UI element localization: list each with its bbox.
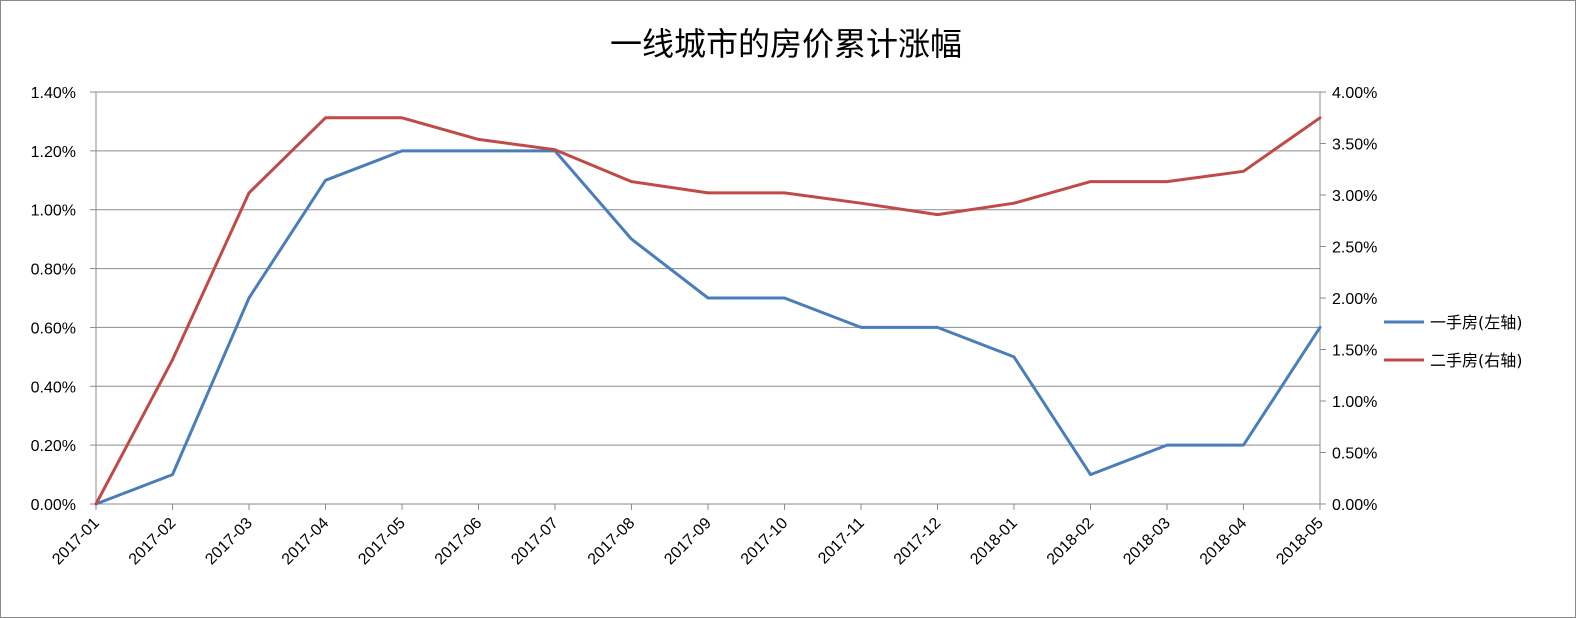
- left-tick-label: 0.40%: [31, 379, 76, 396]
- x-tick-label: 2018-05: [1273, 515, 1327, 569]
- x-axis-ticks: 2017-01 2017-02 2017-03 2017-04 2017-05 2017-…: [49, 515, 1327, 569]
- right-tick-label: 1.50%: [1332, 343, 1377, 360]
- x-tick-label: 2017-08: [585, 515, 639, 569]
- series-line-secondhand: [94, 116, 1322, 506]
- x-tick-label: 2018-01: [967, 515, 1021, 569]
- chart-title: 一线城市的房价累计涨幅: [610, 25, 962, 63]
- series-lines: [94, 116, 1322, 506]
- right-tick-label: 4.00%: [1332, 85, 1377, 102]
- x-tick-label: 2017-04: [279, 515, 333, 569]
- right-tick-label: 3.50%: [1332, 137, 1377, 154]
- left-tick-label: 0.00%: [31, 497, 76, 514]
- left-tick-label: 0.80%: [31, 262, 76, 279]
- left-tick-label: 1.40%: [31, 85, 76, 102]
- right-tick-label: 3.00%: [1332, 188, 1377, 205]
- right-tick-label: 1.00%: [1332, 394, 1377, 411]
- legend-label: 二手房(右轴): [1430, 351, 1523, 370]
- left-tick-label: 1.20%: [31, 144, 76, 161]
- right-tick-label: 2.50%: [1332, 240, 1377, 257]
- x-tick-label: 2018-03: [1120, 515, 1174, 569]
- series-line-newhome: [94, 149, 1322, 506]
- gridlines: [96, 91, 1320, 446]
- x-tick-label: 2018-04: [1197, 515, 1251, 569]
- right-tick-label: 0.00%: [1332, 497, 1377, 514]
- right-tick-label: 2.00%: [1332, 291, 1377, 308]
- left-axis-ticks: 0.00% 0.20% 0.40% 0.60% 0.80% 1.00% 1.20% 1.40%: [31, 85, 76, 514]
- right-tick-label: 0.50%: [1332, 446, 1377, 463]
- x-tick-label: 2017-02: [126, 515, 180, 569]
- right-axis-ticks: 0.00% 0.50% 1.00% 1.50% 2.00% 2.50% 3.00% 3.50%…: [1332, 85, 1377, 514]
- left-tick-label: 1.00%: [31, 203, 76, 220]
- legend-label: 一手房(左轴): [1430, 313, 1523, 332]
- x-tick-label: 2017-12: [891, 515, 945, 569]
- left-tick-label: 0.20%: [31, 438, 76, 455]
- x-tick-label: 2017-05: [355, 515, 409, 569]
- axes: [90, 91, 1326, 510]
- x-tick-label: 2017-09: [661, 515, 715, 569]
- x-tick-label: 2017-06: [432, 515, 486, 569]
- x-tick-label: 2017-11: [815, 515, 868, 568]
- x-tick-label: 2017-07: [508, 515, 562, 569]
- left-tick-label: 0.60%: [31, 320, 76, 337]
- legend: 一手房(左轴) 二手房(右轴): [1384, 313, 1523, 370]
- x-tick-label: 2017-01: [49, 515, 103, 569]
- x-tick-label: 2017-10: [738, 515, 792, 569]
- x-tick-label: 2018-02: [1044, 515, 1098, 569]
- x-tick-label: 2017-03: [202, 515, 256, 569]
